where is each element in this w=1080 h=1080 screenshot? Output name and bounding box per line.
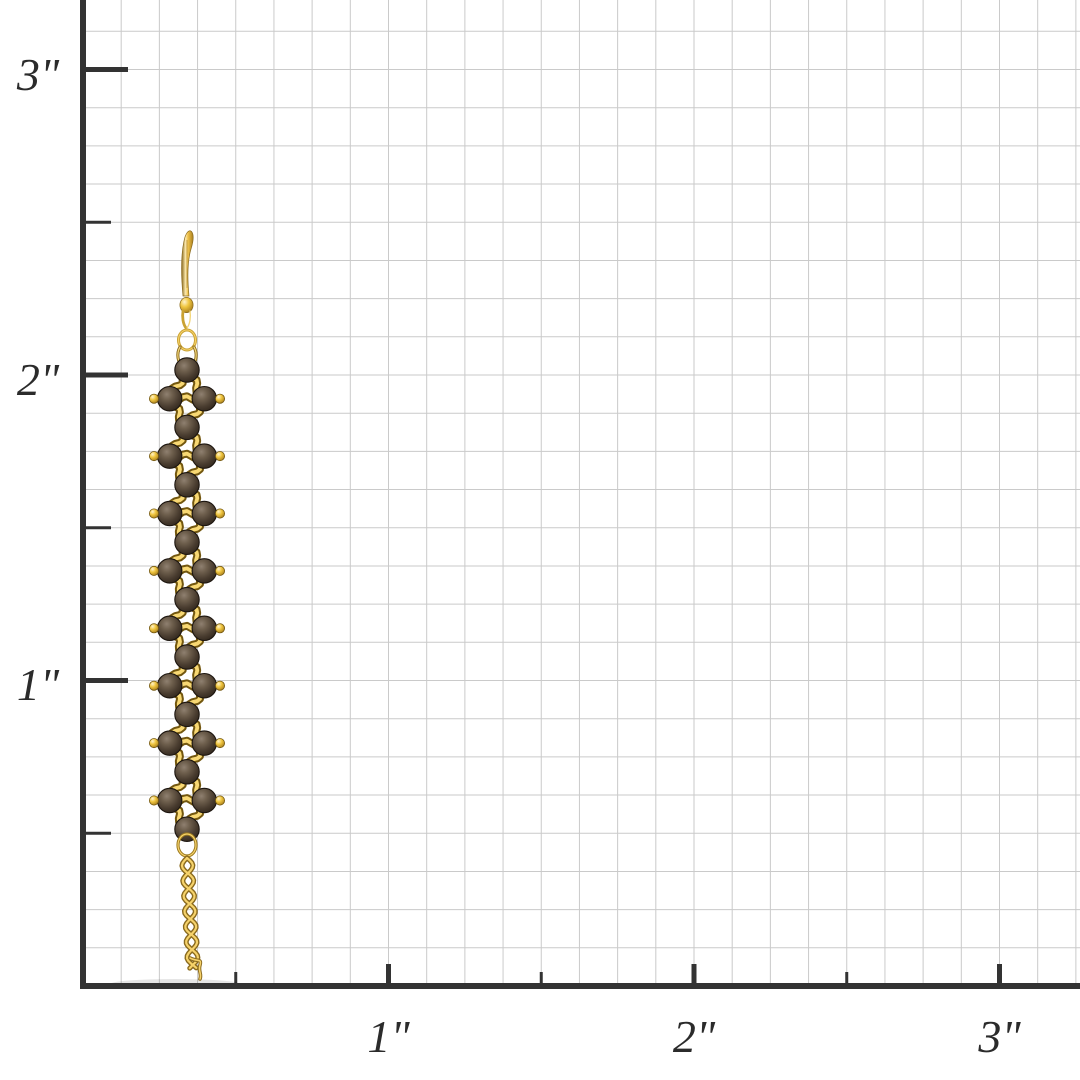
- svg-text:1": 1": [17, 659, 60, 710]
- svg-text:2": 2": [673, 1011, 716, 1062]
- svg-text:1": 1": [367, 1011, 410, 1062]
- svg-text:2": 2": [17, 354, 60, 405]
- svg-text:3": 3": [16, 49, 60, 100]
- svg-text:3": 3": [977, 1011, 1021, 1062]
